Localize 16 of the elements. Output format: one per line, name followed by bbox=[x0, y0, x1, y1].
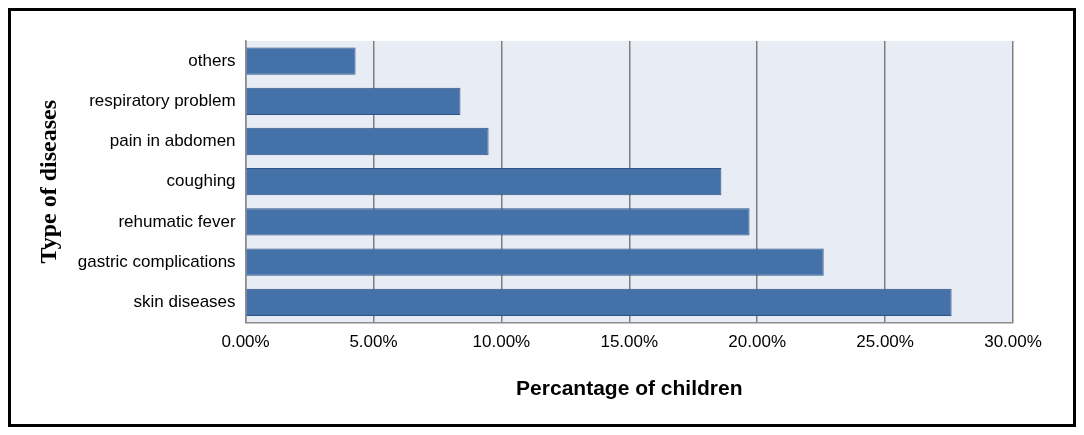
x-tick-label: 10.00% bbox=[472, 332, 531, 352]
y-axis-title: Type of diseases bbox=[34, 99, 61, 264]
x-tick-label: 20.00% bbox=[728, 332, 787, 352]
y-tick-label: rehumatic fever bbox=[118, 211, 236, 231]
x-axis-title: Percantage of children bbox=[516, 376, 743, 400]
x-tick-label: 5.00% bbox=[349, 332, 398, 352]
y-tick-label: others bbox=[188, 50, 236, 70]
x-tick-label: 25.00% bbox=[856, 332, 914, 352]
x-tick-label: 15.00% bbox=[600, 332, 659, 352]
y-tick-label: skin diseases bbox=[133, 291, 236, 311]
x-tick-label: 0.00% bbox=[221, 332, 270, 352]
y-tick-label: gastric complications bbox=[77, 251, 236, 271]
y-tick-label: coughing bbox=[166, 171, 236, 191]
x-tick-label: 30.00% bbox=[984, 332, 1042, 352]
y-tick-label: pain in abdomen bbox=[109, 131, 236, 151]
y-tick-label: respiratory problem bbox=[89, 90, 236, 110]
